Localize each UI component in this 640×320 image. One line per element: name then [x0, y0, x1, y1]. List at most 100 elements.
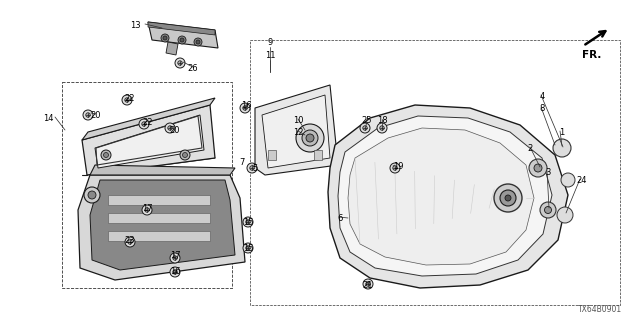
Polygon shape [90, 180, 235, 270]
Polygon shape [108, 213, 210, 223]
Circle shape [88, 191, 96, 199]
Text: 22: 22 [143, 117, 153, 126]
Circle shape [142, 205, 152, 215]
Circle shape [553, 139, 571, 157]
Circle shape [122, 95, 132, 105]
Circle shape [83, 110, 93, 120]
Circle shape [196, 40, 200, 44]
Circle shape [247, 163, 257, 173]
Text: 20: 20 [170, 125, 180, 134]
Text: 12: 12 [292, 127, 303, 137]
Polygon shape [82, 105, 215, 175]
Circle shape [246, 220, 250, 224]
Circle shape [250, 166, 254, 170]
Text: 20: 20 [91, 110, 101, 119]
Polygon shape [268, 150, 276, 160]
Circle shape [529, 159, 547, 177]
Circle shape [180, 150, 190, 160]
Circle shape [101, 150, 111, 160]
Circle shape [84, 187, 100, 203]
Circle shape [173, 256, 177, 260]
Text: 17: 17 [141, 204, 152, 212]
Text: 3: 3 [545, 167, 550, 177]
Text: 21: 21 [363, 282, 373, 291]
Polygon shape [95, 115, 204, 168]
Circle shape [145, 208, 149, 212]
Circle shape [306, 134, 314, 142]
Polygon shape [82, 98, 215, 140]
Text: 24: 24 [577, 175, 588, 185]
Text: 11: 11 [265, 51, 275, 60]
Circle shape [139, 119, 149, 129]
Circle shape [170, 253, 180, 263]
Polygon shape [78, 175, 245, 280]
Text: 2: 2 [527, 143, 532, 153]
Text: 10: 10 [292, 116, 303, 124]
Circle shape [561, 173, 575, 187]
Text: 1: 1 [559, 127, 564, 137]
Text: 17: 17 [170, 251, 180, 260]
Circle shape [86, 113, 90, 117]
Text: 13: 13 [130, 20, 140, 29]
Circle shape [540, 202, 556, 218]
Polygon shape [108, 231, 210, 241]
Circle shape [302, 130, 318, 146]
Circle shape [296, 124, 324, 152]
Circle shape [125, 98, 129, 102]
Circle shape [194, 38, 202, 46]
Polygon shape [338, 116, 552, 276]
Circle shape [141, 122, 147, 126]
Circle shape [175, 58, 185, 68]
Circle shape [494, 184, 522, 212]
Circle shape [165, 123, 175, 133]
Polygon shape [148, 22, 215, 35]
Text: 15: 15 [243, 218, 253, 227]
Circle shape [380, 126, 384, 130]
Text: 22: 22 [125, 93, 135, 102]
Circle shape [534, 164, 542, 172]
Polygon shape [328, 105, 568, 288]
Circle shape [182, 153, 188, 157]
Circle shape [125, 237, 135, 247]
Polygon shape [348, 128, 534, 265]
Circle shape [377, 123, 387, 133]
Circle shape [545, 206, 552, 213]
Text: 5: 5 [252, 164, 258, 172]
Polygon shape [262, 95, 330, 168]
Circle shape [128, 240, 132, 244]
Polygon shape [166, 42, 178, 55]
Text: 9: 9 [268, 37, 273, 46]
Circle shape [243, 243, 253, 253]
Polygon shape [314, 150, 322, 160]
Circle shape [363, 279, 373, 289]
Circle shape [178, 36, 186, 44]
Circle shape [360, 123, 370, 133]
Circle shape [390, 163, 400, 173]
Circle shape [363, 126, 367, 130]
Circle shape [393, 166, 397, 170]
Circle shape [243, 106, 247, 110]
Text: 16: 16 [241, 100, 252, 109]
Text: TX64B0901: TX64B0901 [578, 305, 622, 314]
Circle shape [178, 61, 182, 65]
Text: 26: 26 [188, 63, 198, 73]
Circle shape [243, 217, 253, 227]
Text: 25: 25 [362, 116, 372, 124]
Circle shape [173, 270, 177, 274]
Text: 14: 14 [43, 114, 53, 123]
Text: 4: 4 [540, 92, 545, 100]
Text: 8: 8 [540, 103, 545, 113]
Circle shape [240, 103, 250, 113]
Circle shape [168, 126, 172, 130]
Text: 15: 15 [243, 244, 253, 252]
Circle shape [180, 38, 184, 42]
Circle shape [161, 34, 169, 42]
Text: 19: 19 [393, 162, 403, 171]
Text: 23: 23 [125, 236, 135, 244]
Text: 18: 18 [377, 116, 387, 124]
Text: 16: 16 [170, 268, 180, 276]
Polygon shape [90, 165, 235, 175]
Circle shape [163, 36, 167, 40]
Polygon shape [255, 85, 338, 175]
Circle shape [104, 153, 109, 157]
